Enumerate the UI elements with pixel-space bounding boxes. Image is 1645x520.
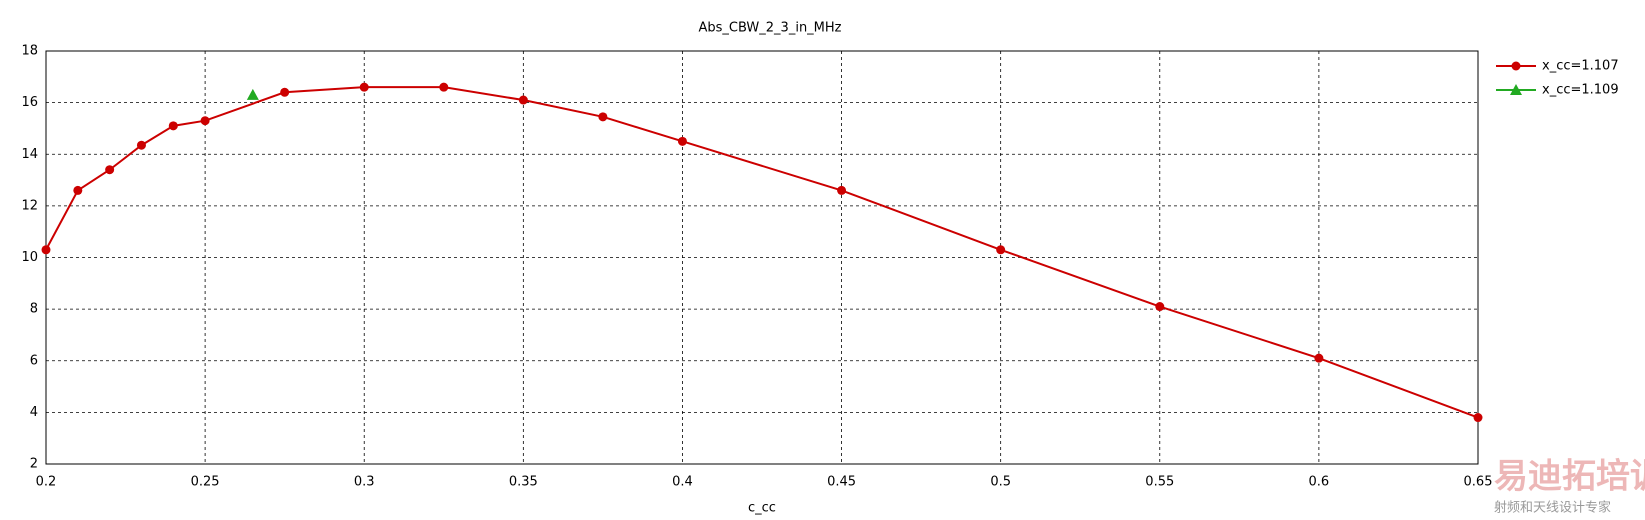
data-point [1314,353,1324,363]
x-axis-label: c_cc [748,501,776,516]
y-tick-label: 14 [21,147,38,162]
x-tick-label: 0.25 [191,475,220,490]
data-point [439,82,449,92]
x-tick-label: 0.2 [36,475,57,490]
x-tick-label: 0.5 [990,475,1011,490]
watermark-subtitle: 射频和天线设计专家 [1494,500,1611,516]
plot-frame [45,50,1479,465]
y-tick-label: 12 [21,198,38,213]
x-tick-label: 0.65 [1464,475,1493,490]
y-tick-label: 4 [30,405,38,420]
y-tick-label: 16 [21,95,38,110]
y-tick-label: 8 [30,302,38,317]
data-point [1155,302,1165,312]
legend-marker [1510,84,1522,95]
x-tick-label: 0.3 [354,475,375,490]
data-point [996,245,1006,255]
y-tick-label: 18 [21,44,38,59]
data-point [677,136,687,146]
y-tick-label: 6 [30,353,38,368]
data-point [136,140,146,150]
legend-label: x_cc=1.109 [1542,83,1619,98]
legend-label: x_cc=1.107 [1542,59,1619,74]
data-point [168,121,178,131]
chart-title: Abs_CBW_2_3_in_MHz [698,21,841,36]
data-point [105,165,115,175]
data-point [200,116,210,126]
data-point [41,245,51,255]
x-tick-label: 0.4 [672,475,693,490]
data-point [1473,413,1483,423]
legend-marker [1511,61,1521,71]
x-tick-label: 0.6 [1309,475,1330,490]
y-tick-label: 10 [21,250,38,265]
data-point [359,82,369,92]
data-point [280,87,290,97]
data-point [73,185,83,195]
data-point [518,95,528,105]
x-tick-label: 0.45 [827,475,856,490]
data-point [598,112,608,122]
series-line [45,86,1479,419]
x-tick-label: 0.35 [509,475,538,490]
y-tick-label: 2 [30,457,38,472]
data-point [837,185,847,195]
data-point [246,88,259,100]
watermark-title: 易迪拓培训 [1494,457,1645,497]
x-tick-label: 0.55 [1145,475,1174,490]
